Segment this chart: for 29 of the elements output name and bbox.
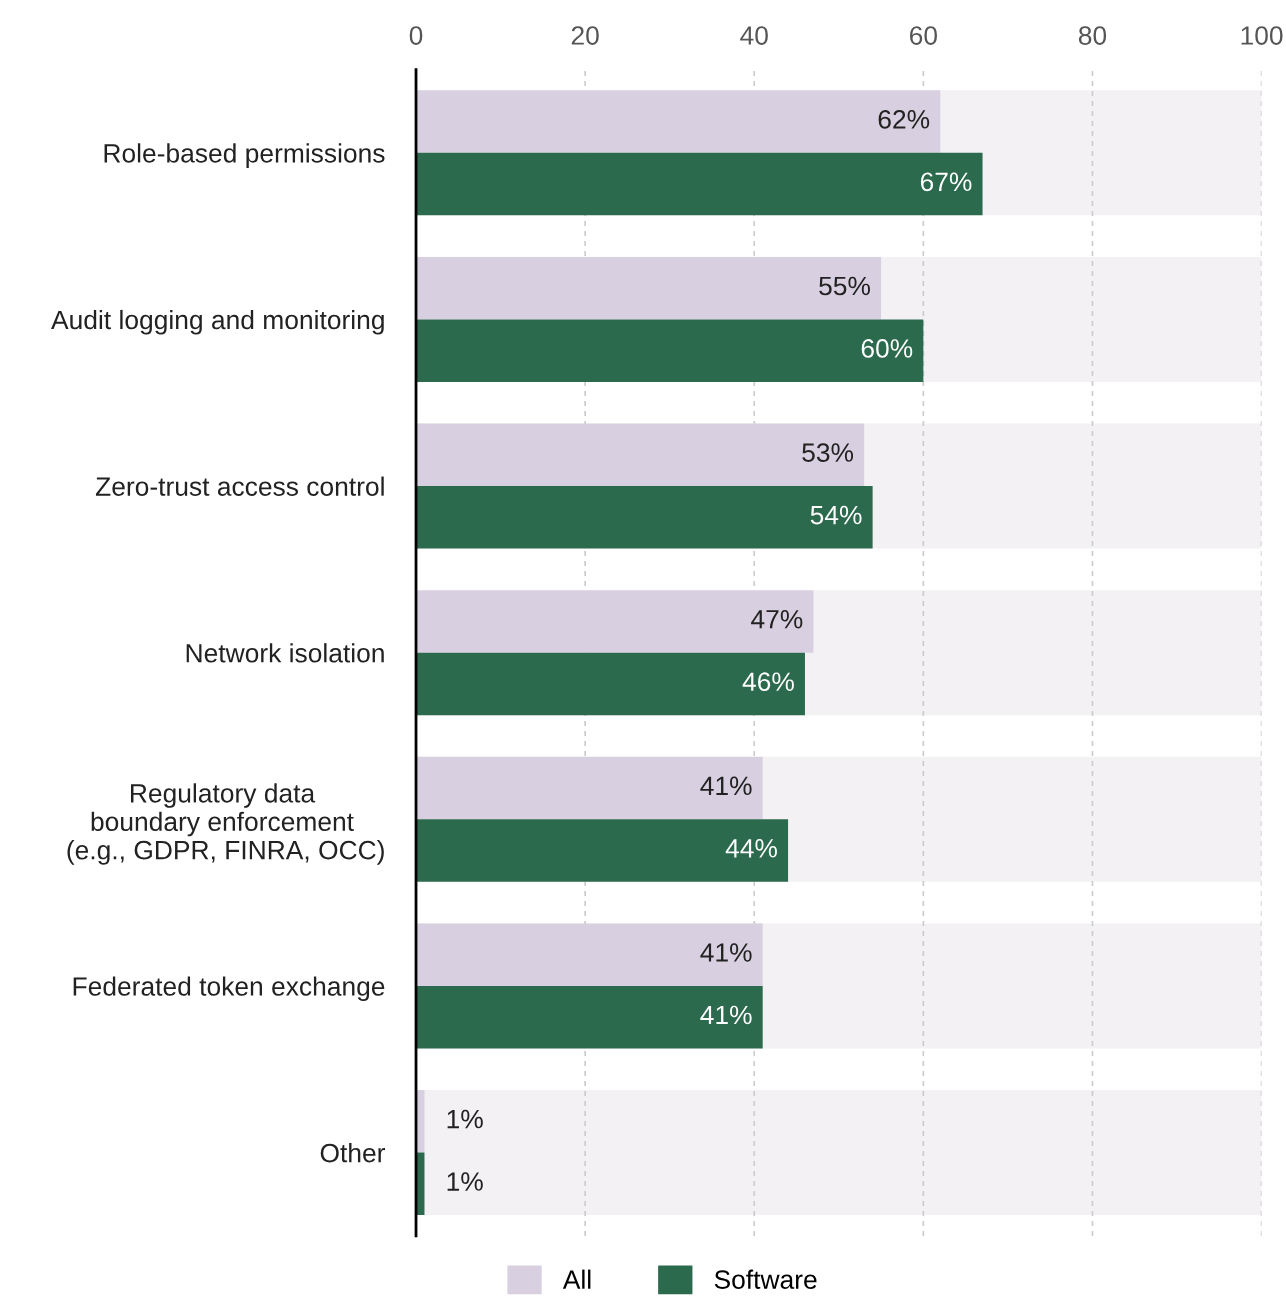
data-label: 46% xyxy=(742,672,794,692)
data-label: 62% xyxy=(878,110,930,129)
data-label: 44% xyxy=(725,839,777,858)
data-label: 60% xyxy=(861,339,913,358)
y-tick-label: Audit logging and monitoring xyxy=(51,309,384,335)
y-tick-label: Role-based permissions xyxy=(104,143,385,168)
y-tick-label: Zero-trust access control xyxy=(95,476,384,496)
y-tick-label: Regulatory data boundary enforcement (e.g., GDPR, FINRA, OCC) xyxy=(67,783,384,865)
x-tick-label: 60 xyxy=(910,26,937,45)
y-tick-label: Federated token exchange xyxy=(73,976,385,1002)
y-tick-label: Other xyxy=(320,1143,386,1163)
data-label: 41% xyxy=(700,1005,752,1025)
x-tick-label: 20 xyxy=(571,26,599,45)
data-label: 1% xyxy=(447,1172,483,1191)
data-label: 47% xyxy=(751,609,803,629)
data-label: 55% xyxy=(819,276,870,296)
x-tick-label: 100 xyxy=(1241,26,1283,45)
data-label: 1% xyxy=(447,1109,483,1129)
data-label: 54% xyxy=(810,505,862,525)
legend-label: All xyxy=(562,1269,591,1289)
x-tick-label: 0 xyxy=(409,26,423,45)
legend-label: Software xyxy=(714,1269,817,1289)
x-tick-label: 80 xyxy=(1078,26,1107,45)
data-label: 67% xyxy=(920,172,972,192)
data-label: 41% xyxy=(700,943,752,962)
data-label: 53% xyxy=(802,443,854,462)
y-tick-label: Network isolation xyxy=(186,643,384,663)
x-tick-label: 40 xyxy=(740,26,768,45)
data-label: 41% xyxy=(700,776,752,796)
